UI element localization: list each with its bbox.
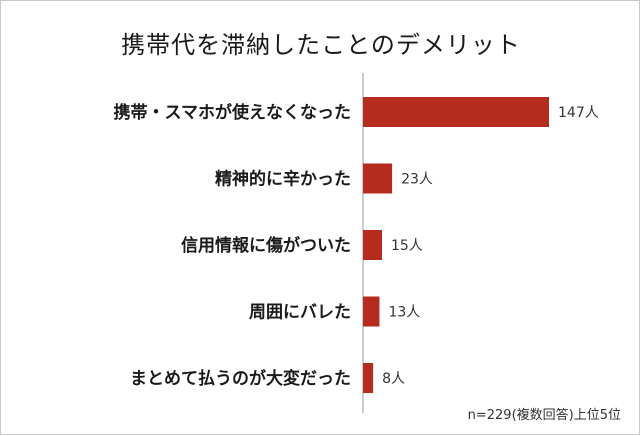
chart-title: 携帯代を滞納したことのデメリット [121,31,521,59]
bar [363,230,382,260]
bar [363,163,393,194]
sample-note: n=229(複数回答)上位5位 [467,408,621,423]
bar [363,363,374,393]
category-label: 周囲にバレた [249,303,351,323]
category-label: まとめて払うのが大変だった [130,368,351,389]
value-label: 13人 [388,305,420,321]
category-label: 精神的に辛かった [215,169,351,190]
category-label: 携帯・スマホが使えなくなった [114,102,352,123]
bar [363,97,549,127]
value-label: 8人 [382,371,405,387]
category-label: 信用情報に傷がついた [181,235,351,256]
value-label: 147人 [558,105,599,121]
value-label: 15人 [391,238,423,254]
value-label: 23人 [401,172,433,188]
bar [363,296,380,327]
